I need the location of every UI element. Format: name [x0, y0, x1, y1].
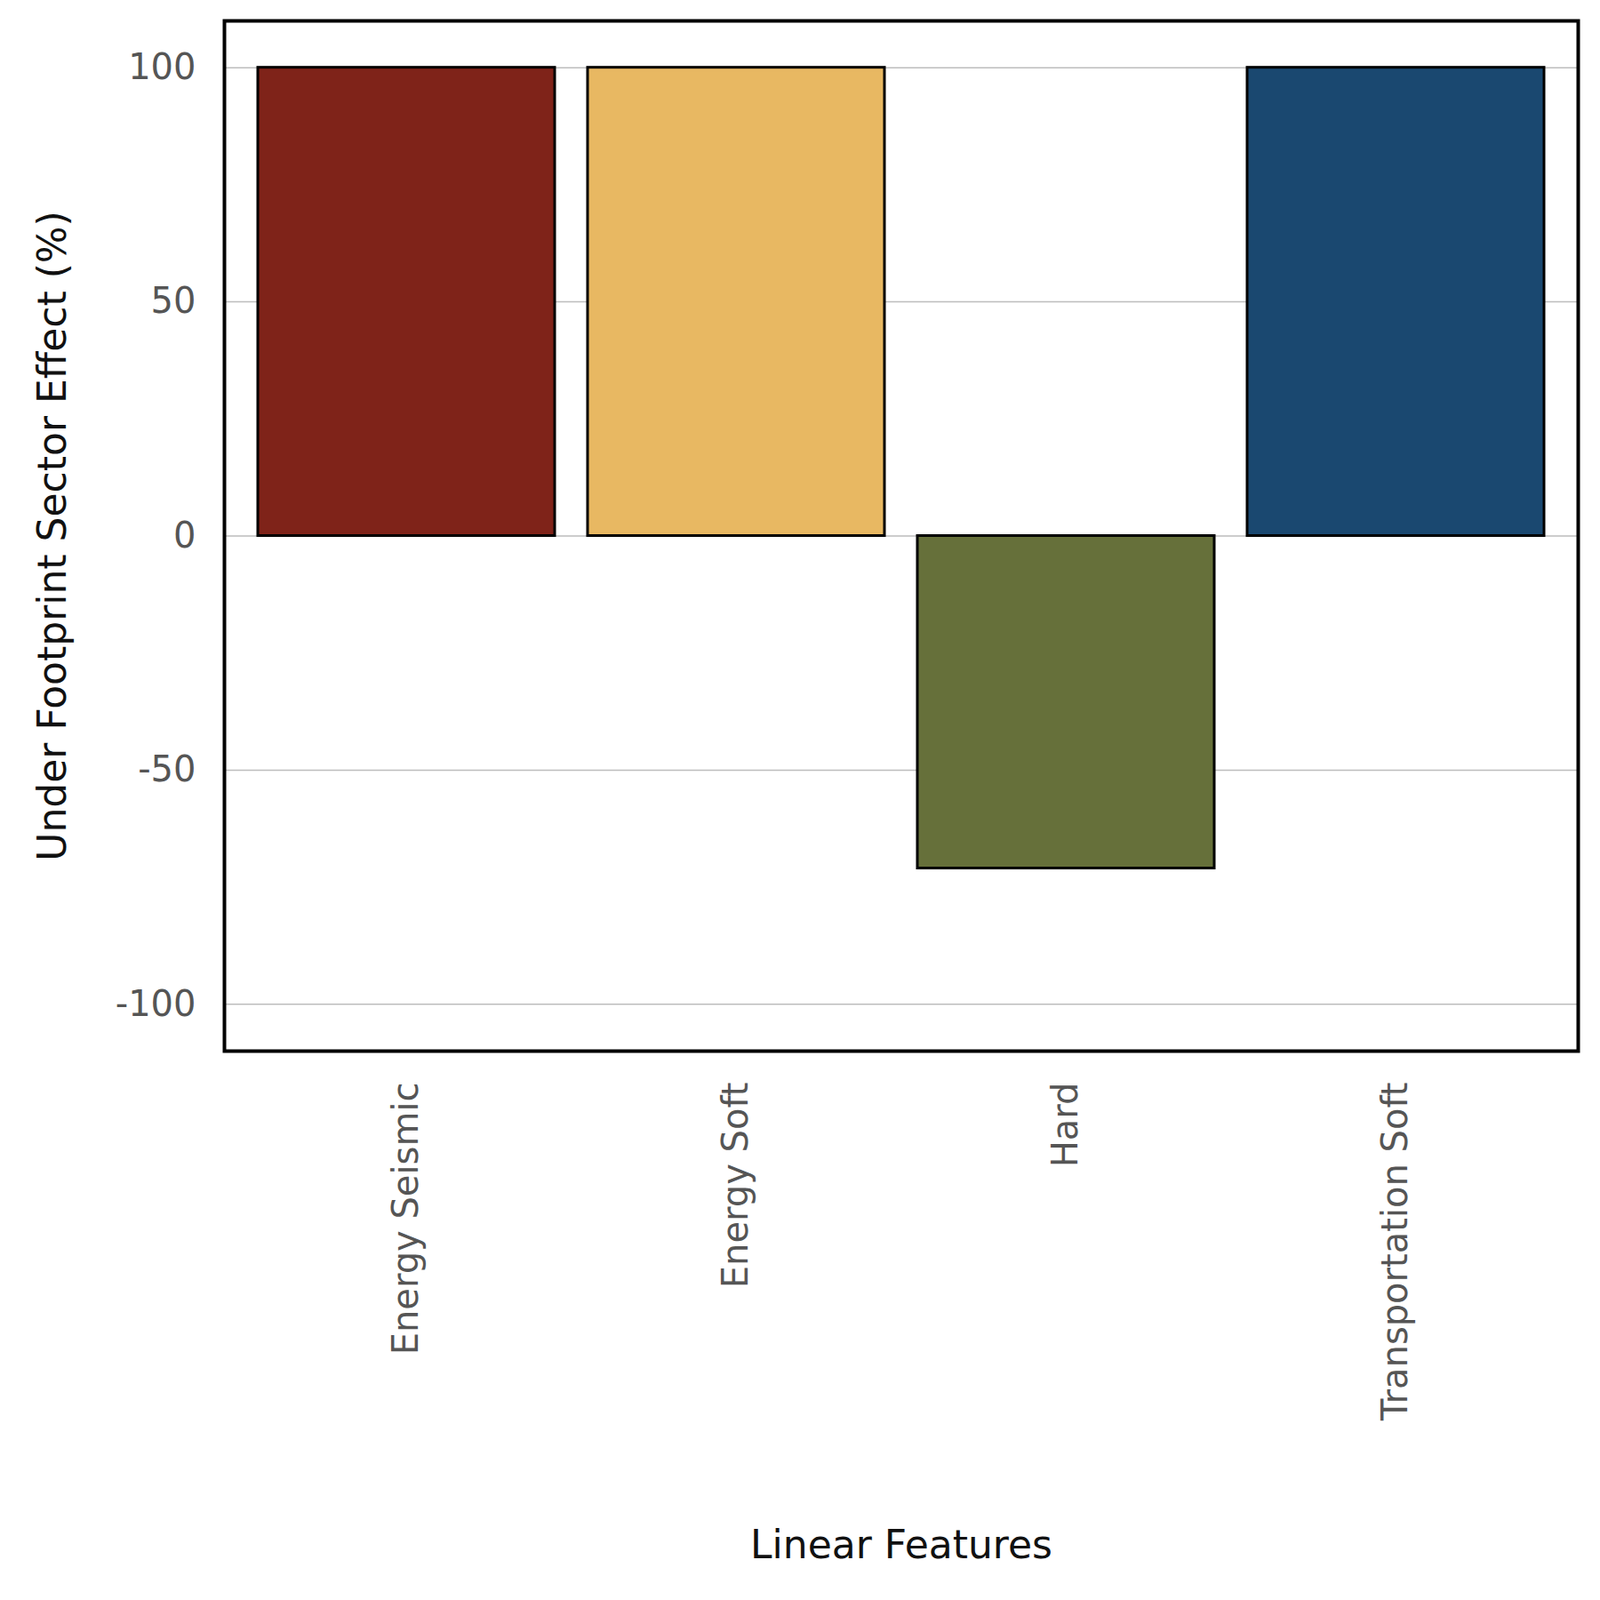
svg-text:50: 50 [151, 280, 197, 321]
svg-text:Transportation Soft: Transportation Soft [1374, 1082, 1416, 1422]
svg-text:Under Footprint Sector Effect: Under Footprint Sector Effect (%) [29, 210, 75, 862]
svg-text:Hard: Hard [1044, 1082, 1086, 1168]
svg-text:100: 100 [128, 46, 196, 88]
svg-text:-50: -50 [137, 748, 196, 790]
svg-text:Energy Soft: Energy Soft [714, 1082, 756, 1289]
svg-text:-100: -100 [115, 983, 197, 1024]
svg-text:0: 0 [173, 514, 196, 556]
svg-text:Energy Seismic: Energy Seismic [384, 1082, 426, 1356]
svg-text:Linear Features: Linear Features [750, 1521, 1053, 1568]
